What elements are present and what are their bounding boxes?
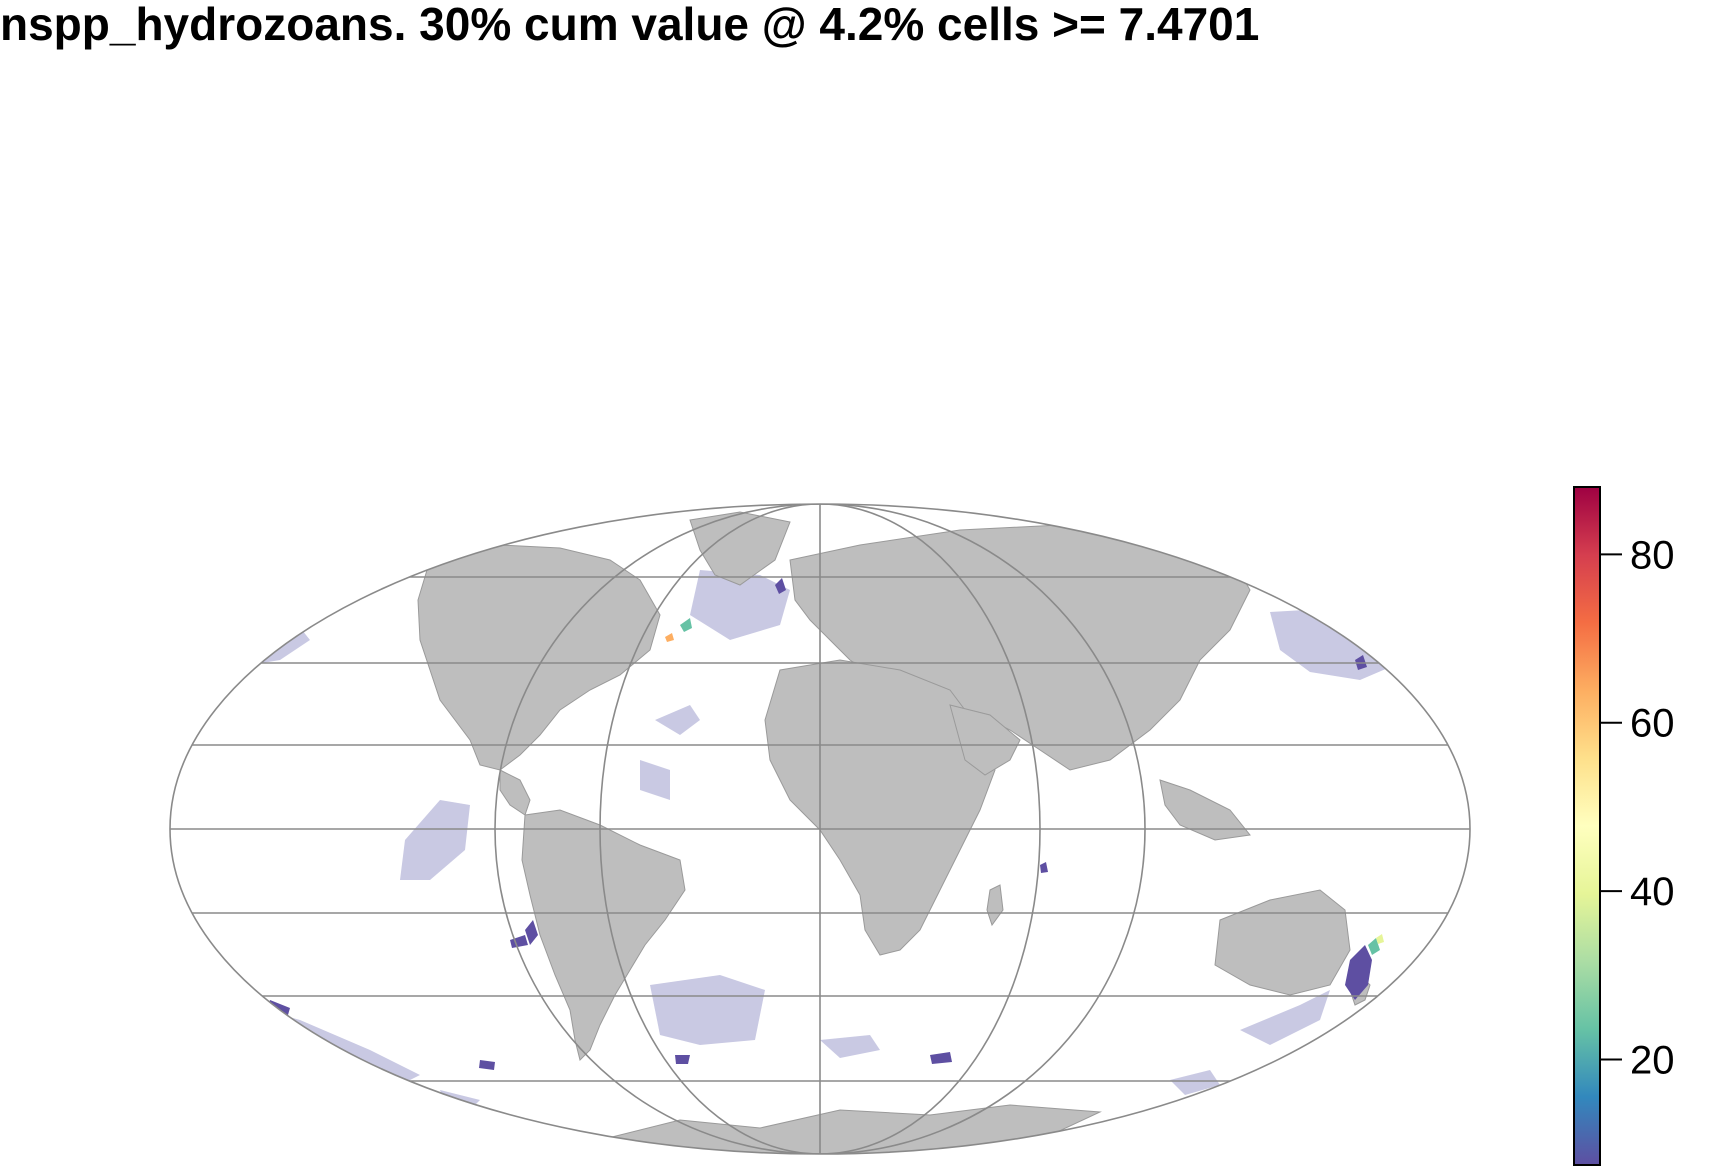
cells-mid-atlantic: [655, 705, 700, 735]
hotspot-south-pacific-band: [268, 1000, 290, 1015]
legend-ticks: 20 40 60 80: [1600, 533, 1675, 1083]
land-antarctica: [599, 1104, 1102, 1154]
map-body: [170, 504, 1470, 1154]
hotspot-nova-scotia-orange: [665, 633, 674, 642]
cells-north-pacific-east: [1270, 608, 1395, 680]
hotspot-new-zealand-north: [1368, 938, 1380, 955]
hotspot-chile: [525, 920, 538, 945]
land-southeast-asia: [1159, 779, 1251, 841]
high-value-cells: [268, 578, 1384, 1070]
cells-south-indian: [820, 1035, 880, 1058]
cells-central-pacific: [400, 800, 470, 880]
land-north-america: [417, 544, 661, 771]
hotspot-new-zealand: [1345, 945, 1372, 1000]
cells-south-pacific-band: [230, 1000, 420, 1085]
legend-tick-label: 80: [1630, 533, 1675, 577]
land-australia: [1214, 889, 1351, 996]
cells-north-atlantic: [690, 570, 790, 640]
meridian-45: [599, 504, 1041, 1154]
hotspot-north-atlantic-east: [775, 578, 786, 594]
hotspot-falklands: [675, 1055, 690, 1064]
low-value-cells: [230, 570, 1395, 1110]
legend-tick-label: 20: [1630, 1039, 1675, 1083]
land-south-america: [521, 809, 686, 1061]
graticule: [170, 504, 1470, 1154]
legend-tick-label: 60: [1630, 702, 1675, 746]
hotspot-kerguelen: [930, 1052, 952, 1064]
hotspot-nova-scotia: [680, 618, 692, 632]
legend-tick-label: 40: [1630, 870, 1675, 914]
land-masses: [417, 511, 1371, 1154]
hotspot-easter: [510, 935, 528, 948]
meridian-90: [494, 504, 1146, 1154]
map-title: nspp_hydrozoans. 30% cum value @ 4.2% ce…: [0, 0, 1260, 50]
globe-outline: [169, 503, 1471, 1155]
hotspot-new-zealand-top: [1376, 934, 1384, 944]
land-africa: [764, 659, 996, 956]
cells-north-pacific-west: [240, 615, 310, 665]
legend-color-bar: [1573, 486, 1601, 1166]
cells-tasman: [1240, 990, 1330, 1045]
color-legend: 20 40 60 80: [1573, 486, 1675, 1166]
cells-tropical-atlantic: [640, 760, 670, 800]
hotspot-south-pacific-west: [479, 1060, 495, 1070]
hotspot-mauritius: [1040, 862, 1048, 873]
land-central-america: [499, 769, 531, 816]
land-arabia: [949, 704, 1021, 776]
cells-south-ocean: [1170, 1070, 1220, 1095]
cells-south-atlantic-large: [650, 975, 765, 1045]
land-madagascar: [986, 884, 1004, 927]
